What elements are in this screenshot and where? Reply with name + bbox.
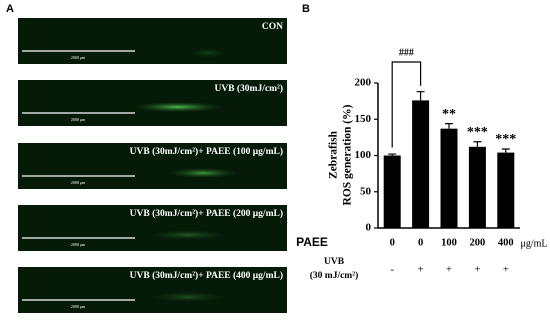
bar — [497, 152, 515, 228]
scale-label: 2000 μm — [71, 180, 86, 185]
error-bar — [445, 123, 453, 129]
bar — [440, 128, 458, 228]
micrograph — [18, 267, 287, 313]
y-tick-label: 0 — [366, 222, 372, 234]
scale-label: 2000 μm — [71, 242, 86, 247]
fluorescence — [188, 48, 228, 58]
image-label: CON — [262, 22, 283, 32]
bar — [412, 100, 430, 228]
row-label: UVB — [324, 257, 345, 267]
image-label: UVB (30mJ/cm²)+ PAEE (100 μg/mL) — [130, 146, 283, 157]
comparison-label: ### — [399, 47, 414, 58]
significance-label: *** — [467, 125, 488, 140]
fluorescence — [168, 168, 238, 178]
image-panel: CON 2000 μm UVB (30mJ/cm²) 2000 μm UVB (30mJ… — [18, 18, 287, 313]
y-tick-label: 150 — [355, 113, 372, 125]
comparison-bracket — [391, 61, 422, 148]
y-tick-label: 100 — [355, 149, 372, 161]
micrograph — [18, 18, 287, 64]
image-label: UVB (30mJ/cm²)+ PAEE (400 μg/mL) — [130, 270, 283, 281]
micrograph — [18, 143, 287, 189]
uvb-label: + — [446, 264, 452, 275]
bar — [468, 146, 486, 228]
row-label: (30 mJ/cm²) — [310, 270, 358, 281]
error-bar — [388, 153, 397, 156]
micrograph — [18, 205, 287, 251]
bar — [383, 155, 401, 228]
y-tick-label: 200 — [355, 77, 372, 89]
significance-label: ** — [442, 107, 456, 122]
uvb-label: + — [503, 264, 509, 275]
uvb-label: - — [390, 264, 394, 275]
x-tick-label: 200 — [470, 237, 486, 248]
chart: 0 50 100 150 200 Zebrafish ROS generation (%) 0… — [296, 47, 547, 281]
fluorescence — [148, 292, 228, 302]
image-label: UVB (30mJ/cm²)+ PAEE (200 μg/mL) — [130, 208, 283, 219]
row-label: PAEE — [296, 235, 328, 249]
significance-label: *** — [495, 132, 516, 147]
scale-label: 2000 μm — [71, 117, 86, 122]
error-bar — [416, 91, 425, 101]
panel-label: B — [302, 3, 310, 15]
error-bar — [473, 141, 482, 147]
x-tick-label: 400 — [498, 237, 514, 248]
panel-label: A — [6, 3, 14, 15]
y-axis-label: ROS generation (%) — [342, 104, 354, 205]
fluorescence — [148, 230, 228, 240]
x-tick-label: 100 — [441, 237, 457, 248]
unit-label: μg/mL — [520, 238, 547, 249]
y-tick-label: 50 — [360, 185, 372, 197]
y-axis-label: Zebrafish — [328, 130, 340, 179]
scale-label: 2000 μm — [71, 304, 86, 309]
error-bar — [501, 148, 510, 153]
uvb-label: + — [418, 264, 424, 275]
fluorescence — [133, 102, 223, 112]
x-tick-label: 0 — [418, 237, 423, 248]
image-label: UVB (30mJ/cm²) — [214, 83, 283, 94]
scale-label: 2000 μm — [71, 55, 86, 60]
uvb-label: + — [474, 264, 480, 275]
x-tick-label: 0 — [390, 237, 395, 248]
